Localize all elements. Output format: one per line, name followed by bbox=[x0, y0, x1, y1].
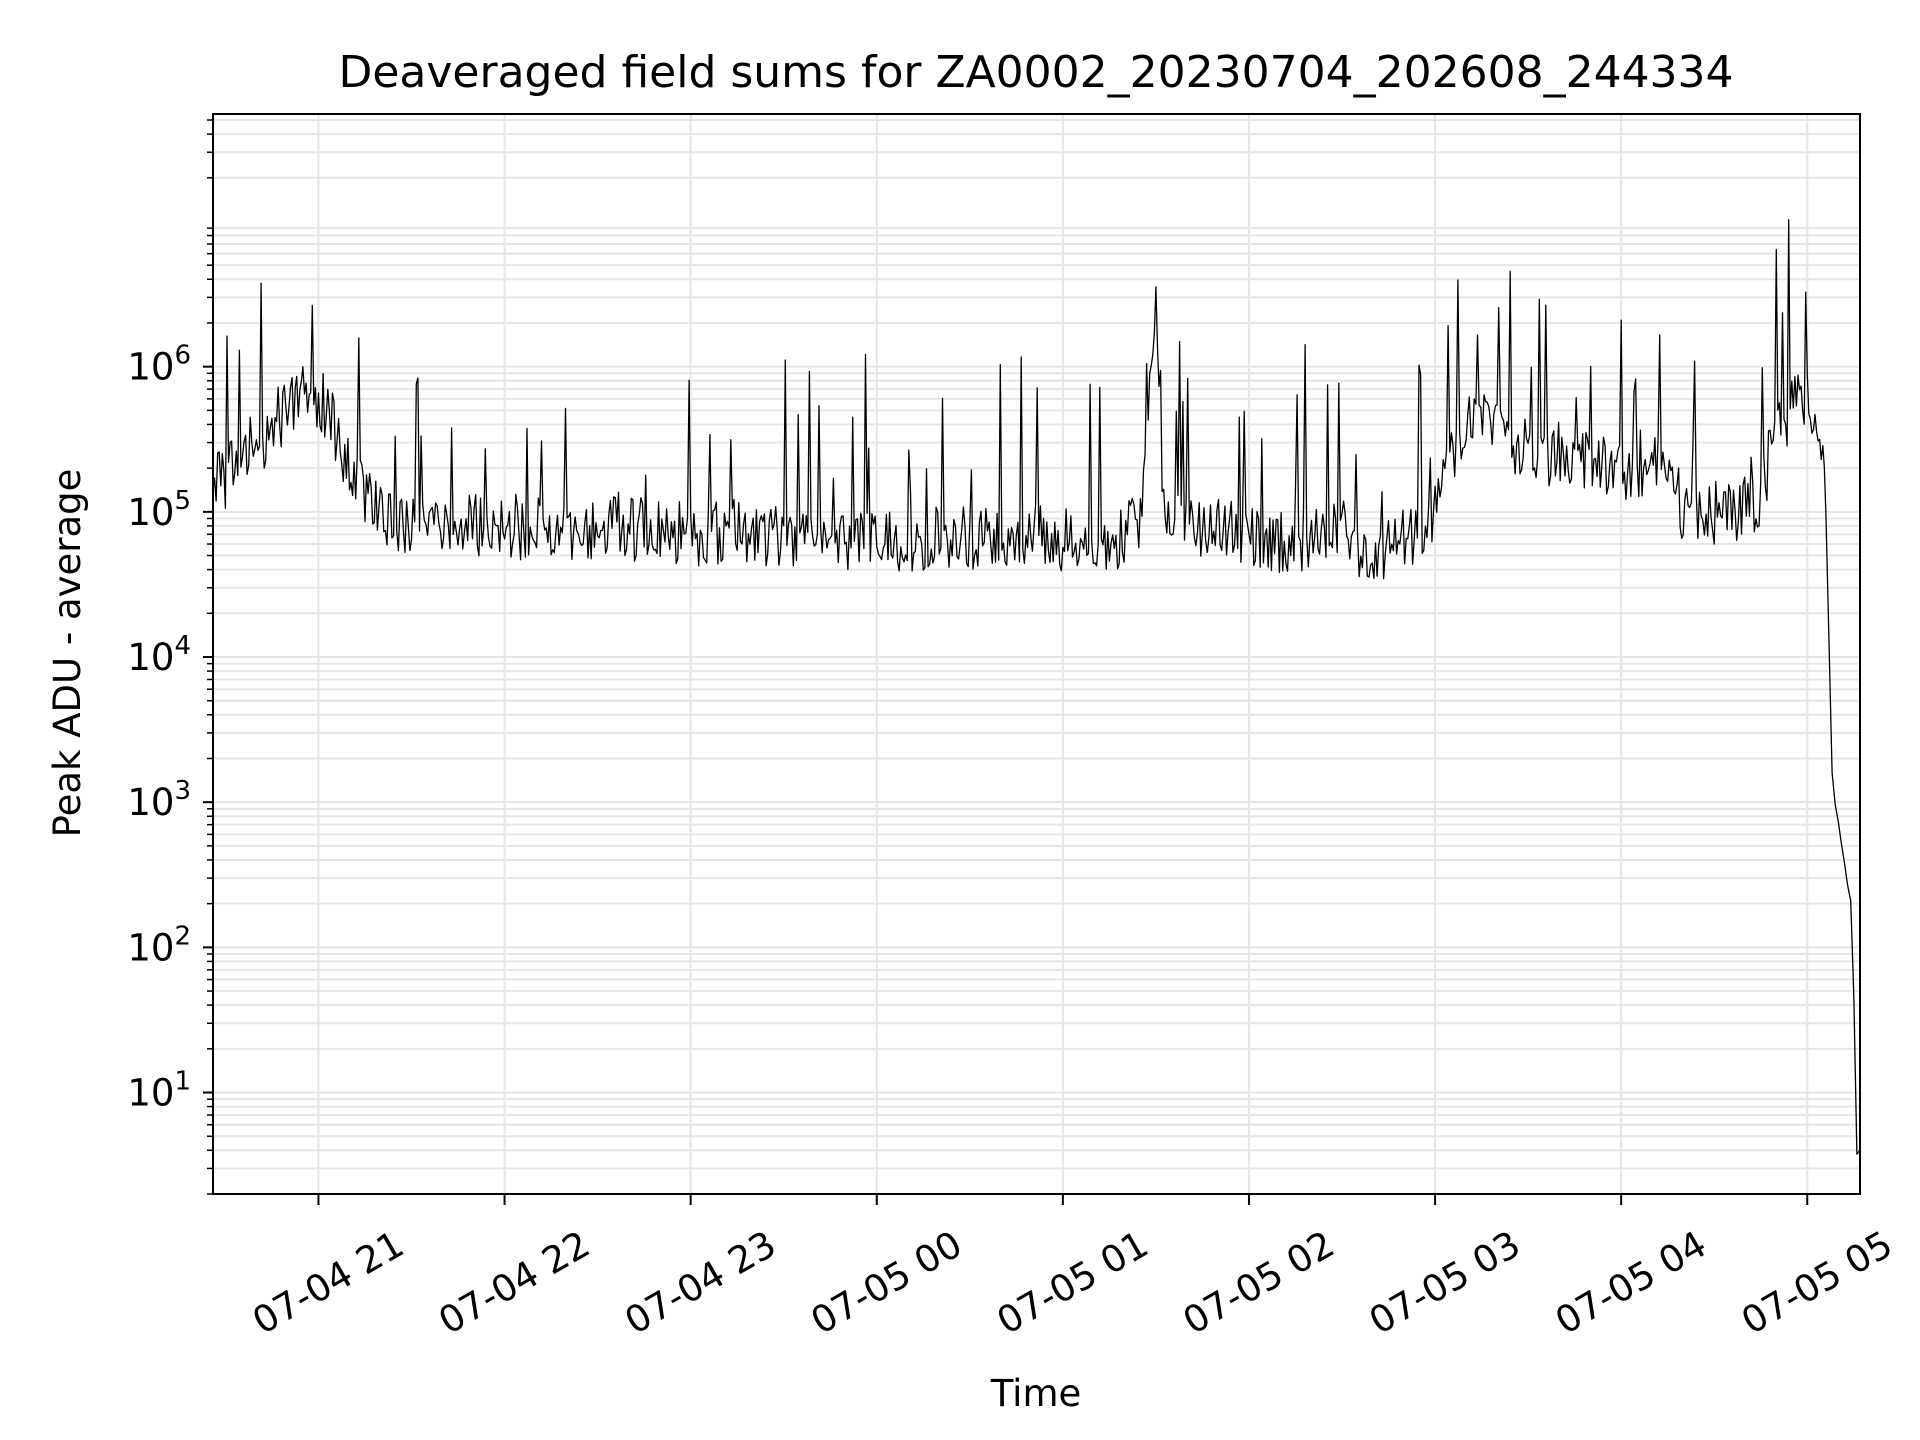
x-axis-label: Time bbox=[990, 1372, 1082, 1415]
y-axis-label: Peak ADU - average bbox=[46, 469, 89, 838]
y-tick-label: 102 bbox=[127, 921, 191, 969]
chart-title: Deaveraged field sums for ZA0002_2023070… bbox=[338, 47, 1733, 98]
y-tick-label: 101 bbox=[127, 1067, 191, 1115]
plot-area-background bbox=[213, 114, 1860, 1194]
y-axis: 101 102 103 104 105 106 bbox=[127, 119, 213, 1195]
y-tick-label: 104 bbox=[127, 631, 191, 679]
series-line bbox=[212, 219, 1861, 1155]
series-layer bbox=[212, 219, 1861, 1155]
y-tick-label: 105 bbox=[127, 486, 191, 534]
grid bbox=[213, 114, 1860, 1195]
plot-area-frame bbox=[212, 113, 1861, 1195]
y-tick-label: 106 bbox=[127, 341, 191, 389]
y-tick-label: 103 bbox=[127, 776, 191, 824]
